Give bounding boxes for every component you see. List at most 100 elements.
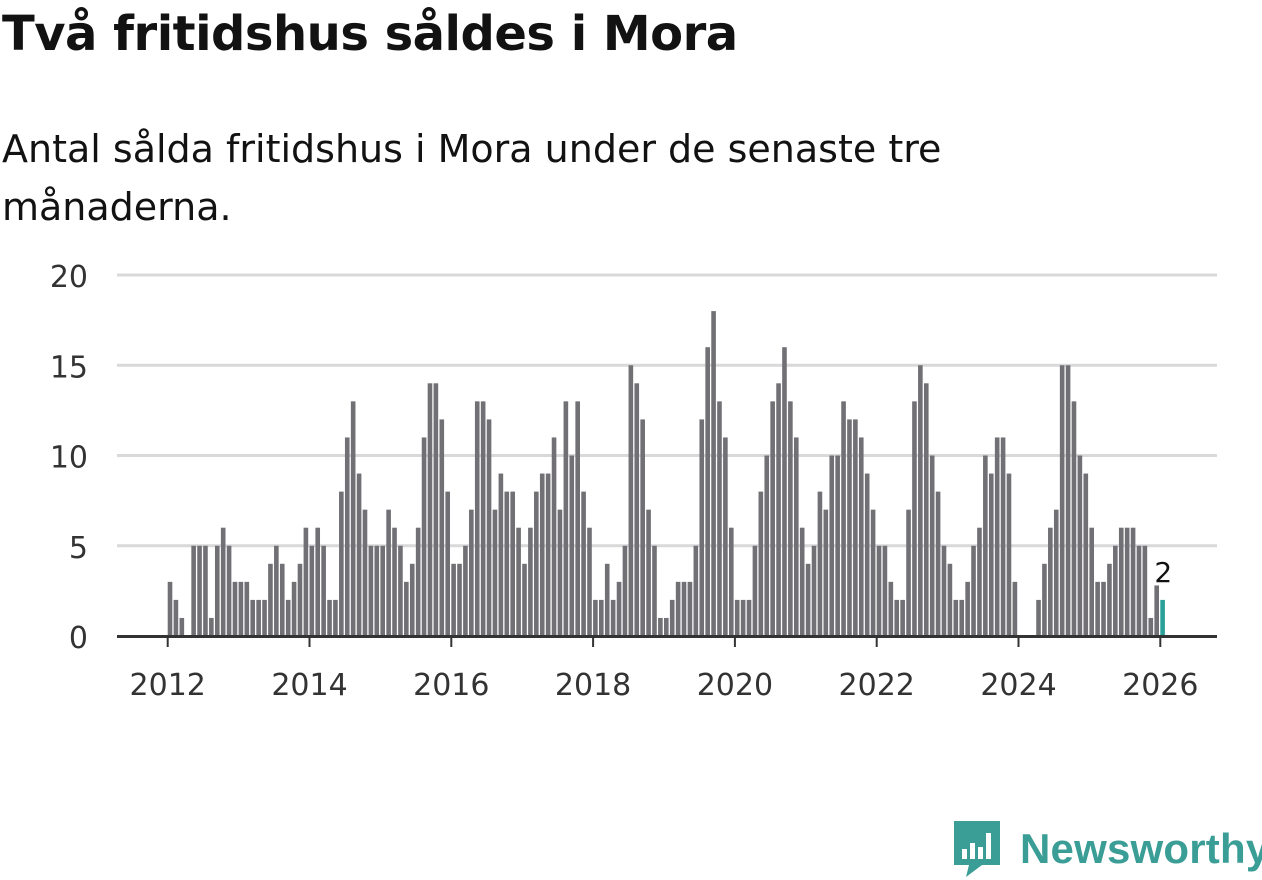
bar — [817, 491, 823, 636]
bar — [569, 455, 575, 636]
bar — [669, 599, 675, 636]
bar — [1118, 527, 1124, 636]
bar — [510, 491, 515, 636]
bar — [309, 545, 315, 636]
bar — [1077, 455, 1083, 636]
bar — [616, 581, 622, 636]
bar — [841, 401, 846, 636]
bar — [457, 563, 462, 636]
y-tick-label: 0 — [69, 621, 88, 656]
bar — [344, 437, 350, 636]
bar — [285, 599, 291, 636]
bar — [398, 545, 403, 636]
bar — [433, 383, 439, 636]
brand-name: Newsworthy — [1020, 825, 1262, 872]
bar — [1036, 599, 1041, 636]
bar — [770, 401, 775, 636]
bar — [469, 509, 474, 636]
bar — [900, 599, 905, 636]
bar — [238, 581, 244, 636]
bar — [404, 581, 409, 636]
bar — [829, 455, 835, 636]
bar — [599, 599, 604, 636]
bar — [539, 473, 545, 636]
bar — [918, 365, 923, 636]
bar — [983, 455, 988, 636]
bar — [853, 419, 858, 636]
bar — [463, 545, 468, 636]
bar — [1006, 473, 1012, 636]
bar — [705, 347, 710, 636]
bar-chart: 0 5 10 15 20 2012 2014 2016 2018 2020 2022 2024 2026… — [50, 260, 1217, 703]
bar — [315, 527, 321, 636]
bar — [1124, 527, 1130, 636]
bar — [557, 509, 563, 636]
x-tick-label: 2012 — [130, 668, 206, 703]
bar — [504, 491, 510, 636]
bar — [256, 599, 261, 636]
bar — [415, 527, 421, 636]
chart-title: Två fritidshus såldes i Mora — [2, 6, 738, 62]
x-tick-label: 2022 — [839, 668, 915, 703]
bar — [906, 509, 911, 636]
bar — [882, 545, 888, 636]
newsworthy-logo-icon — [954, 821, 1000, 877]
bar — [847, 419, 852, 636]
bar — [782, 347, 787, 636]
bar — [764, 455, 770, 636]
bar — [427, 383, 433, 636]
bar — [421, 437, 427, 636]
y-tick-label: 10 — [50, 441, 88, 476]
bar — [699, 419, 705, 636]
brand-logo: Newsworthy — [952, 818, 1262, 880]
bar — [368, 545, 374, 636]
bar — [1053, 509, 1059, 636]
bar — [551, 437, 557, 636]
bar — [711, 311, 716, 636]
bar — [622, 545, 628, 636]
bar — [805, 563, 811, 636]
x-tick-label: 2014 — [271, 668, 347, 703]
y-tick-label: 5 — [69, 531, 88, 566]
bar — [486, 419, 492, 636]
bar — [392, 527, 397, 636]
bar — [628, 365, 634, 636]
bar — [1113, 545, 1118, 636]
bar — [516, 527, 521, 636]
bar — [634, 383, 640, 636]
bar — [356, 473, 362, 636]
bar — [693, 545, 699, 636]
bar — [1059, 365, 1065, 636]
bar — [173, 599, 179, 636]
bar — [610, 599, 616, 636]
bar — [179, 617, 185, 636]
bar — [209, 617, 214, 636]
bar — [652, 545, 657, 636]
x-tick-label: 2026 — [1122, 668, 1198, 703]
bar — [752, 545, 758, 636]
bar — [244, 581, 250, 636]
bar — [1160, 599, 1165, 636]
bar — [226, 545, 232, 636]
bar — [451, 563, 456, 636]
bar — [1012, 581, 1018, 636]
bar — [734, 599, 740, 636]
bar — [776, 383, 781, 636]
bar — [1048, 527, 1053, 636]
bar — [965, 581, 970, 636]
bar — [664, 617, 669, 636]
bar — [474, 401, 480, 636]
bar — [545, 473, 551, 636]
bar — [439, 419, 445, 636]
bar — [1101, 581, 1106, 636]
bar — [1107, 563, 1112, 636]
bar — [728, 527, 734, 636]
data-label: 2 — [1154, 556, 1172, 589]
bar — [593, 599, 598, 636]
bar — [380, 545, 386, 636]
bar — [1089, 527, 1095, 636]
bar — [480, 401, 486, 636]
bar — [1130, 527, 1136, 636]
bar — [268, 563, 273, 636]
bar — [811, 545, 817, 636]
